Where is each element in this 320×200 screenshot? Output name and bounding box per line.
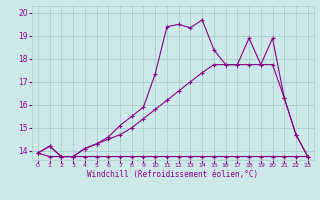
X-axis label: Windchill (Refroidissement éolien,°C): Windchill (Refroidissement éolien,°C) (87, 170, 258, 179)
